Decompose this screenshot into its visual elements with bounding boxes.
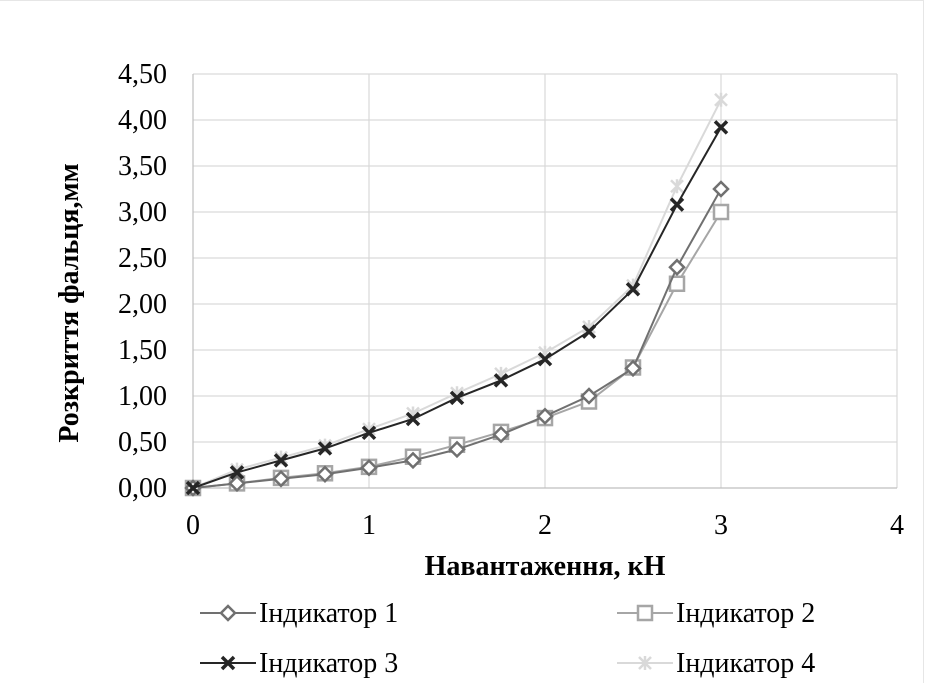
x-marker — [669, 197, 685, 212]
series-lines — [184, 92, 730, 497]
star-marker — [714, 92, 728, 107]
square-marker — [636, 604, 654, 622]
y-axis-title: Розкриття фальця,мм — [54, 163, 85, 442]
diamond-marker — [219, 604, 237, 622]
legend-item-1: Індикатор 1 — [200, 598, 398, 629]
diamond-marker — [272, 470, 290, 488]
diamond-marker — [536, 407, 554, 426]
diamond-marker — [448, 440, 466, 459]
x-marker — [361, 425, 377, 441]
diamond-marker — [624, 359, 642, 378]
x-tick-label: 2 — [538, 510, 552, 541]
series-3 — [185, 120, 729, 496]
axes — [192, 74, 897, 489]
diamond-marker — [360, 458, 378, 477]
legend-label: Індикатор 3 — [259, 648, 398, 679]
y-tick-label: 3,00 — [118, 197, 167, 228]
series-1 — [184, 180, 730, 497]
x-marker — [220, 655, 236, 671]
diamond-marker — [580, 387, 598, 405]
legend: Індикатор 1 Індикатор 2 Індикатор 3 Індикат… — [200, 598, 815, 679]
tick-labels: 0,00 0,50 1,00 1,50 2,00 2,50 3,00 3,50 4,00 4,50… — [118, 59, 904, 541]
legend-label: Індикатор 4 — [676, 648, 815, 679]
diamond-marker — [404, 451, 422, 470]
y-tick-label: 0,50 — [118, 427, 167, 458]
diamond-marker — [316, 465, 334, 483]
grid — [193, 73, 898, 488]
diamond-marker — [668, 258, 686, 276]
y-tick-label: 4,00 — [118, 105, 167, 136]
x-marker — [493, 373, 509, 388]
diamond-marker — [228, 474, 246, 493]
x-marker — [229, 465, 245, 480]
star-marker — [638, 656, 652, 670]
x-marker — [713, 120, 729, 135]
x-tick-label: 3 — [714, 510, 728, 541]
x-tick-label: 0 — [186, 510, 200, 541]
legend-label: Індикатор 1 — [259, 598, 398, 629]
series-line — [192, 99, 722, 489]
diamond-marker — [492, 425, 510, 444]
x-tick-label: 1 — [362, 510, 376, 541]
x-marker — [537, 351, 553, 367]
y-tick-label: 4,50 — [118, 59, 167, 90]
x-marker — [185, 480, 201, 496]
square-marker — [712, 203, 730, 221]
y-tick-label: 1,50 — [118, 335, 167, 366]
legend-item-2: Індикатор 2 — [617, 598, 815, 629]
legend-item-4: Індикатор 4 — [617, 648, 815, 679]
x-marker — [449, 390, 465, 406]
y-tick-label: 3,50 — [118, 151, 167, 182]
star-marker — [670, 179, 684, 194]
legend-label: Індикатор 2 — [676, 598, 815, 629]
series-line — [192, 126, 722, 489]
x-marker — [625, 282, 641, 297]
x-marker — [273, 453, 289, 468]
y-tick-label: 1,00 — [118, 381, 167, 412]
legend-item-3: Індикатор 3 — [200, 648, 398, 679]
x-marker — [317, 441, 333, 456]
x-marker — [581, 324, 597, 339]
diamond-marker — [712, 180, 730, 198]
x-axis-title: Навантаження, кН — [425, 551, 666, 582]
y-tick-label: 2,50 — [118, 243, 167, 274]
x-marker — [405, 411, 421, 427]
x-tick-label: 4 — [890, 510, 904, 541]
series-4 — [186, 92, 728, 495]
y-tick-label: 0,00 — [118, 473, 167, 504]
y-tick-label: 2,00 — [118, 289, 167, 320]
